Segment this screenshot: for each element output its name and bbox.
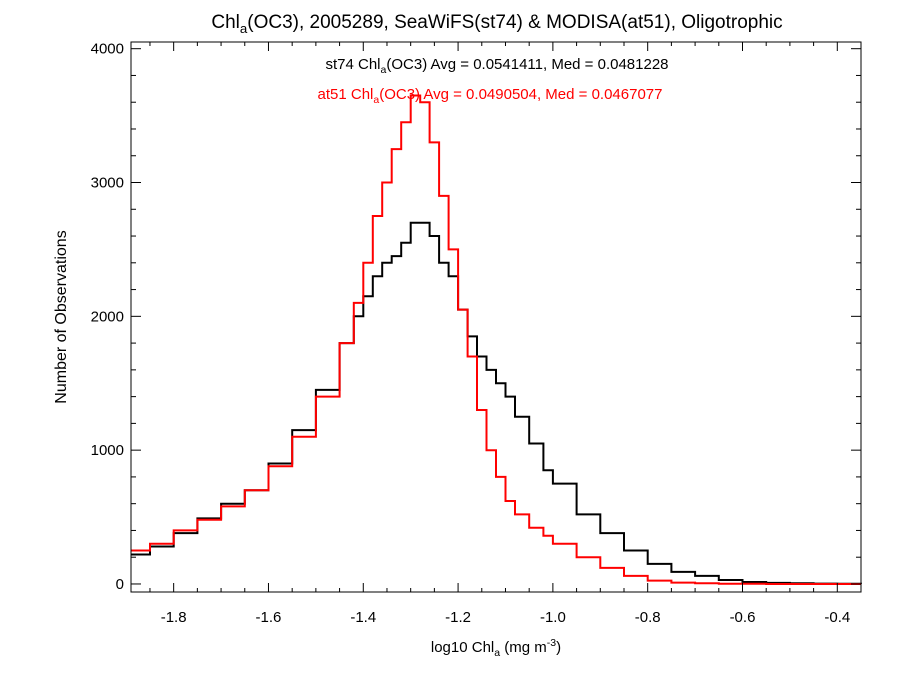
series-line-at51 — [131, 94, 861, 585]
y-tick-label: 4000 — [91, 41, 124, 58]
y-tick-label: 0 — [116, 576, 124, 593]
y-tick-label: 2000 — [91, 308, 124, 325]
x-tick-label: -1.6 — [256, 609, 282, 626]
plot-frame — [130, 41, 862, 593]
annotation-st74-text: st74 Chla(OC3) Avg = 0.0541411, Med = 0.… — [325, 56, 668, 76]
ticks-layer: -1.8 -1.6 -1.4 -1.2 -1.0 -0.8 -0.6 -0.4 0 1000 200… — [91, 41, 861, 626]
x-tick-label: -1.4 — [350, 609, 376, 626]
x-tick-label: -0.6 — [730, 609, 756, 626]
chart-title: Chla(OC3), 2005289, SeaWiFS(st74) & MODI… — [211, 12, 782, 36]
y-tick-label: 3000 — [91, 175, 124, 192]
x-tick-label: -1.8 — [161, 609, 187, 626]
annotation-st74: st74 Chla(OC3) Avg = 0.0541411, Med = 0.… — [325, 56, 668, 76]
x-tick-label: -0.8 — [635, 609, 661, 626]
x-tick-label: -0.4 — [824, 609, 850, 626]
annotation-at51: at51 Chla(OC3) Avg = 0.0490504, Med = 0.… — [318, 86, 663, 106]
x-axis-label: log10 Chla (mg m-3) — [431, 637, 561, 659]
y-tick-label: 1000 — [91, 442, 124, 459]
x-tick-label: -1.2 — [445, 609, 471, 626]
annotation-at51-text: at51 Chla(OC3) Avg = 0.0490504, Med = 0.… — [318, 86, 663, 106]
series-layer — [131, 94, 862, 585]
y-axis-label: Number of Observations — [53, 230, 70, 403]
x-tick-label: -1.0 — [540, 609, 566, 626]
